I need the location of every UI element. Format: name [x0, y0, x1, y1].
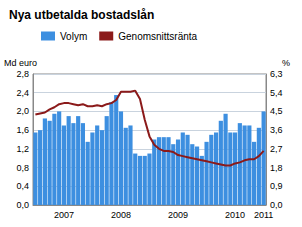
- svg-text:2,4: 2,4: [16, 88, 29, 98]
- svg-text:6,3: 6,3: [270, 69, 283, 79]
- svg-text:1,2: 1,2: [16, 144, 29, 154]
- svg-text:2,8: 2,8: [16, 69, 29, 79]
- svg-text:2007: 2007: [54, 210, 74, 220]
- svg-text:4,5: 4,5: [270, 106, 283, 116]
- svg-text:0,0: 0,0: [16, 200, 29, 210]
- svg-text:Nya utbetalda bostadslån: Nya utbetalda bostadslån: [9, 8, 154, 22]
- svg-text:0,0: 0,0: [270, 200, 283, 210]
- svg-text:0,9: 0,9: [270, 181, 283, 191]
- svg-text:2,7: 2,7: [270, 144, 283, 154]
- svg-text:%: %: [282, 58, 290, 68]
- svg-text:2010: 2010: [225, 210, 245, 220]
- svg-text:Volym: Volym: [60, 31, 87, 42]
- svg-text:0,8: 0,8: [16, 163, 29, 173]
- svg-text:Md euro: Md euro: [4, 58, 37, 68]
- svg-text:Genomsnittsränta: Genomsnittsränta: [118, 31, 197, 42]
- svg-text:5,4: 5,4: [270, 88, 283, 98]
- svg-text:1,6: 1,6: [16, 125, 29, 135]
- svg-text:1,8: 1,8: [270, 163, 283, 173]
- svg-text:2009: 2009: [168, 210, 188, 220]
- svg-text:2008: 2008: [111, 210, 131, 220]
- svg-text:3,6: 3,6: [270, 125, 283, 135]
- svg-text:0,4: 0,4: [16, 181, 29, 191]
- svg-text:2,0: 2,0: [16, 106, 29, 116]
- svg-text:2011: 2011: [254, 210, 273, 220]
